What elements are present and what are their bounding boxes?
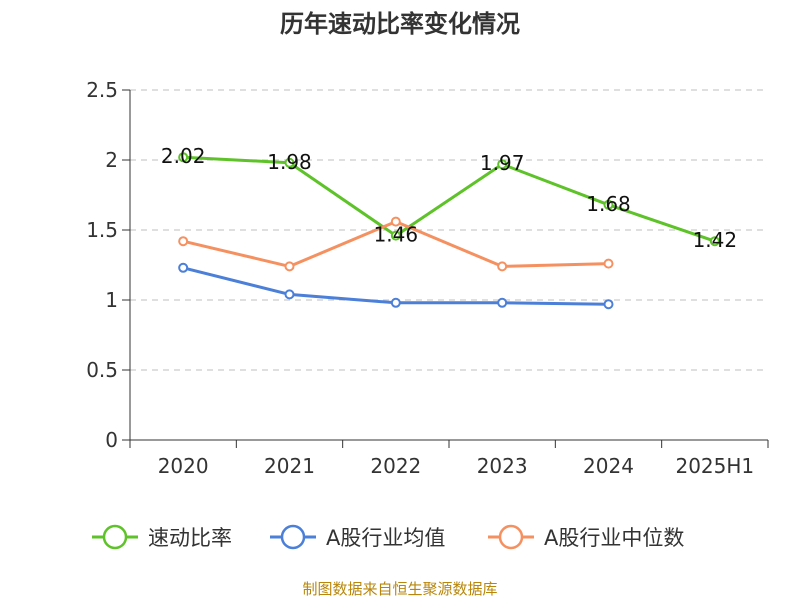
data-point (390, 230, 401, 241)
data-point (390, 216, 401, 227)
data-labels: 2.02 1.98 1.46 1.97 1.68 1.42 (161, 144, 737, 252)
axes: 0 0.5 1 1.5 2 2.5 2020 2021 2022 2023 2024 2025H1 (86, 78, 769, 478)
y-tick-label: 2 (105, 148, 118, 172)
data-point (284, 289, 295, 300)
data-label: 1.98 (267, 150, 312, 174)
data-point (497, 159, 508, 170)
data-point (178, 262, 189, 273)
data-label: 1.97 (480, 151, 525, 175)
data-point (603, 299, 614, 310)
x-tick-label: 2020 (158, 454, 209, 478)
x-tick-label: 2022 (370, 454, 421, 478)
grid-lines (130, 89, 768, 371)
data-label: 1.46 (374, 223, 419, 247)
legend-marker (102, 524, 128, 550)
x-tick-label: 2025H1 (675, 454, 754, 478)
legend: 速动比率 A股行业均值 A股行业中位数 (92, 524, 684, 550)
source-note: 制图数据来自恒生聚源数据库 (302, 580, 497, 598)
data-point (284, 157, 295, 168)
legend-marker (498, 524, 524, 550)
x-tick-label: 2023 (477, 454, 528, 478)
data-point (497, 297, 508, 308)
y-tick-label: 1.5 (86, 218, 118, 242)
y-tick-label: 1 (105, 288, 118, 312)
data-label: 1.68 (586, 192, 631, 216)
data-point (709, 236, 720, 247)
data-point (603, 199, 614, 210)
series-line-0 (183, 155, 716, 243)
data-point (284, 261, 295, 272)
x-tick-label: 2021 (264, 454, 315, 478)
legend-marker (280, 524, 306, 550)
data-point (603, 258, 614, 269)
data-point (178, 236, 189, 247)
x-tick-label: 2024 (583, 454, 634, 478)
data-point (178, 152, 189, 163)
data-label: 2.02 (161, 144, 206, 168)
legend-label: 速动比率 (148, 526, 232, 550)
legend-label: A股行业中位数 (544, 526, 684, 550)
legend-label: A股行业均值 (326, 526, 445, 550)
series-group (178, 152, 720, 310)
data-point (497, 261, 508, 272)
y-tick-label: 0 (105, 428, 118, 452)
chart-title: 历年速动比率变化情况 (280, 10, 520, 38)
data-label: 1.42 (693, 228, 738, 252)
y-tick-label: 0.5 (86, 358, 118, 382)
y-tick-label: 2.5 (86, 78, 118, 102)
data-point (390, 297, 401, 308)
